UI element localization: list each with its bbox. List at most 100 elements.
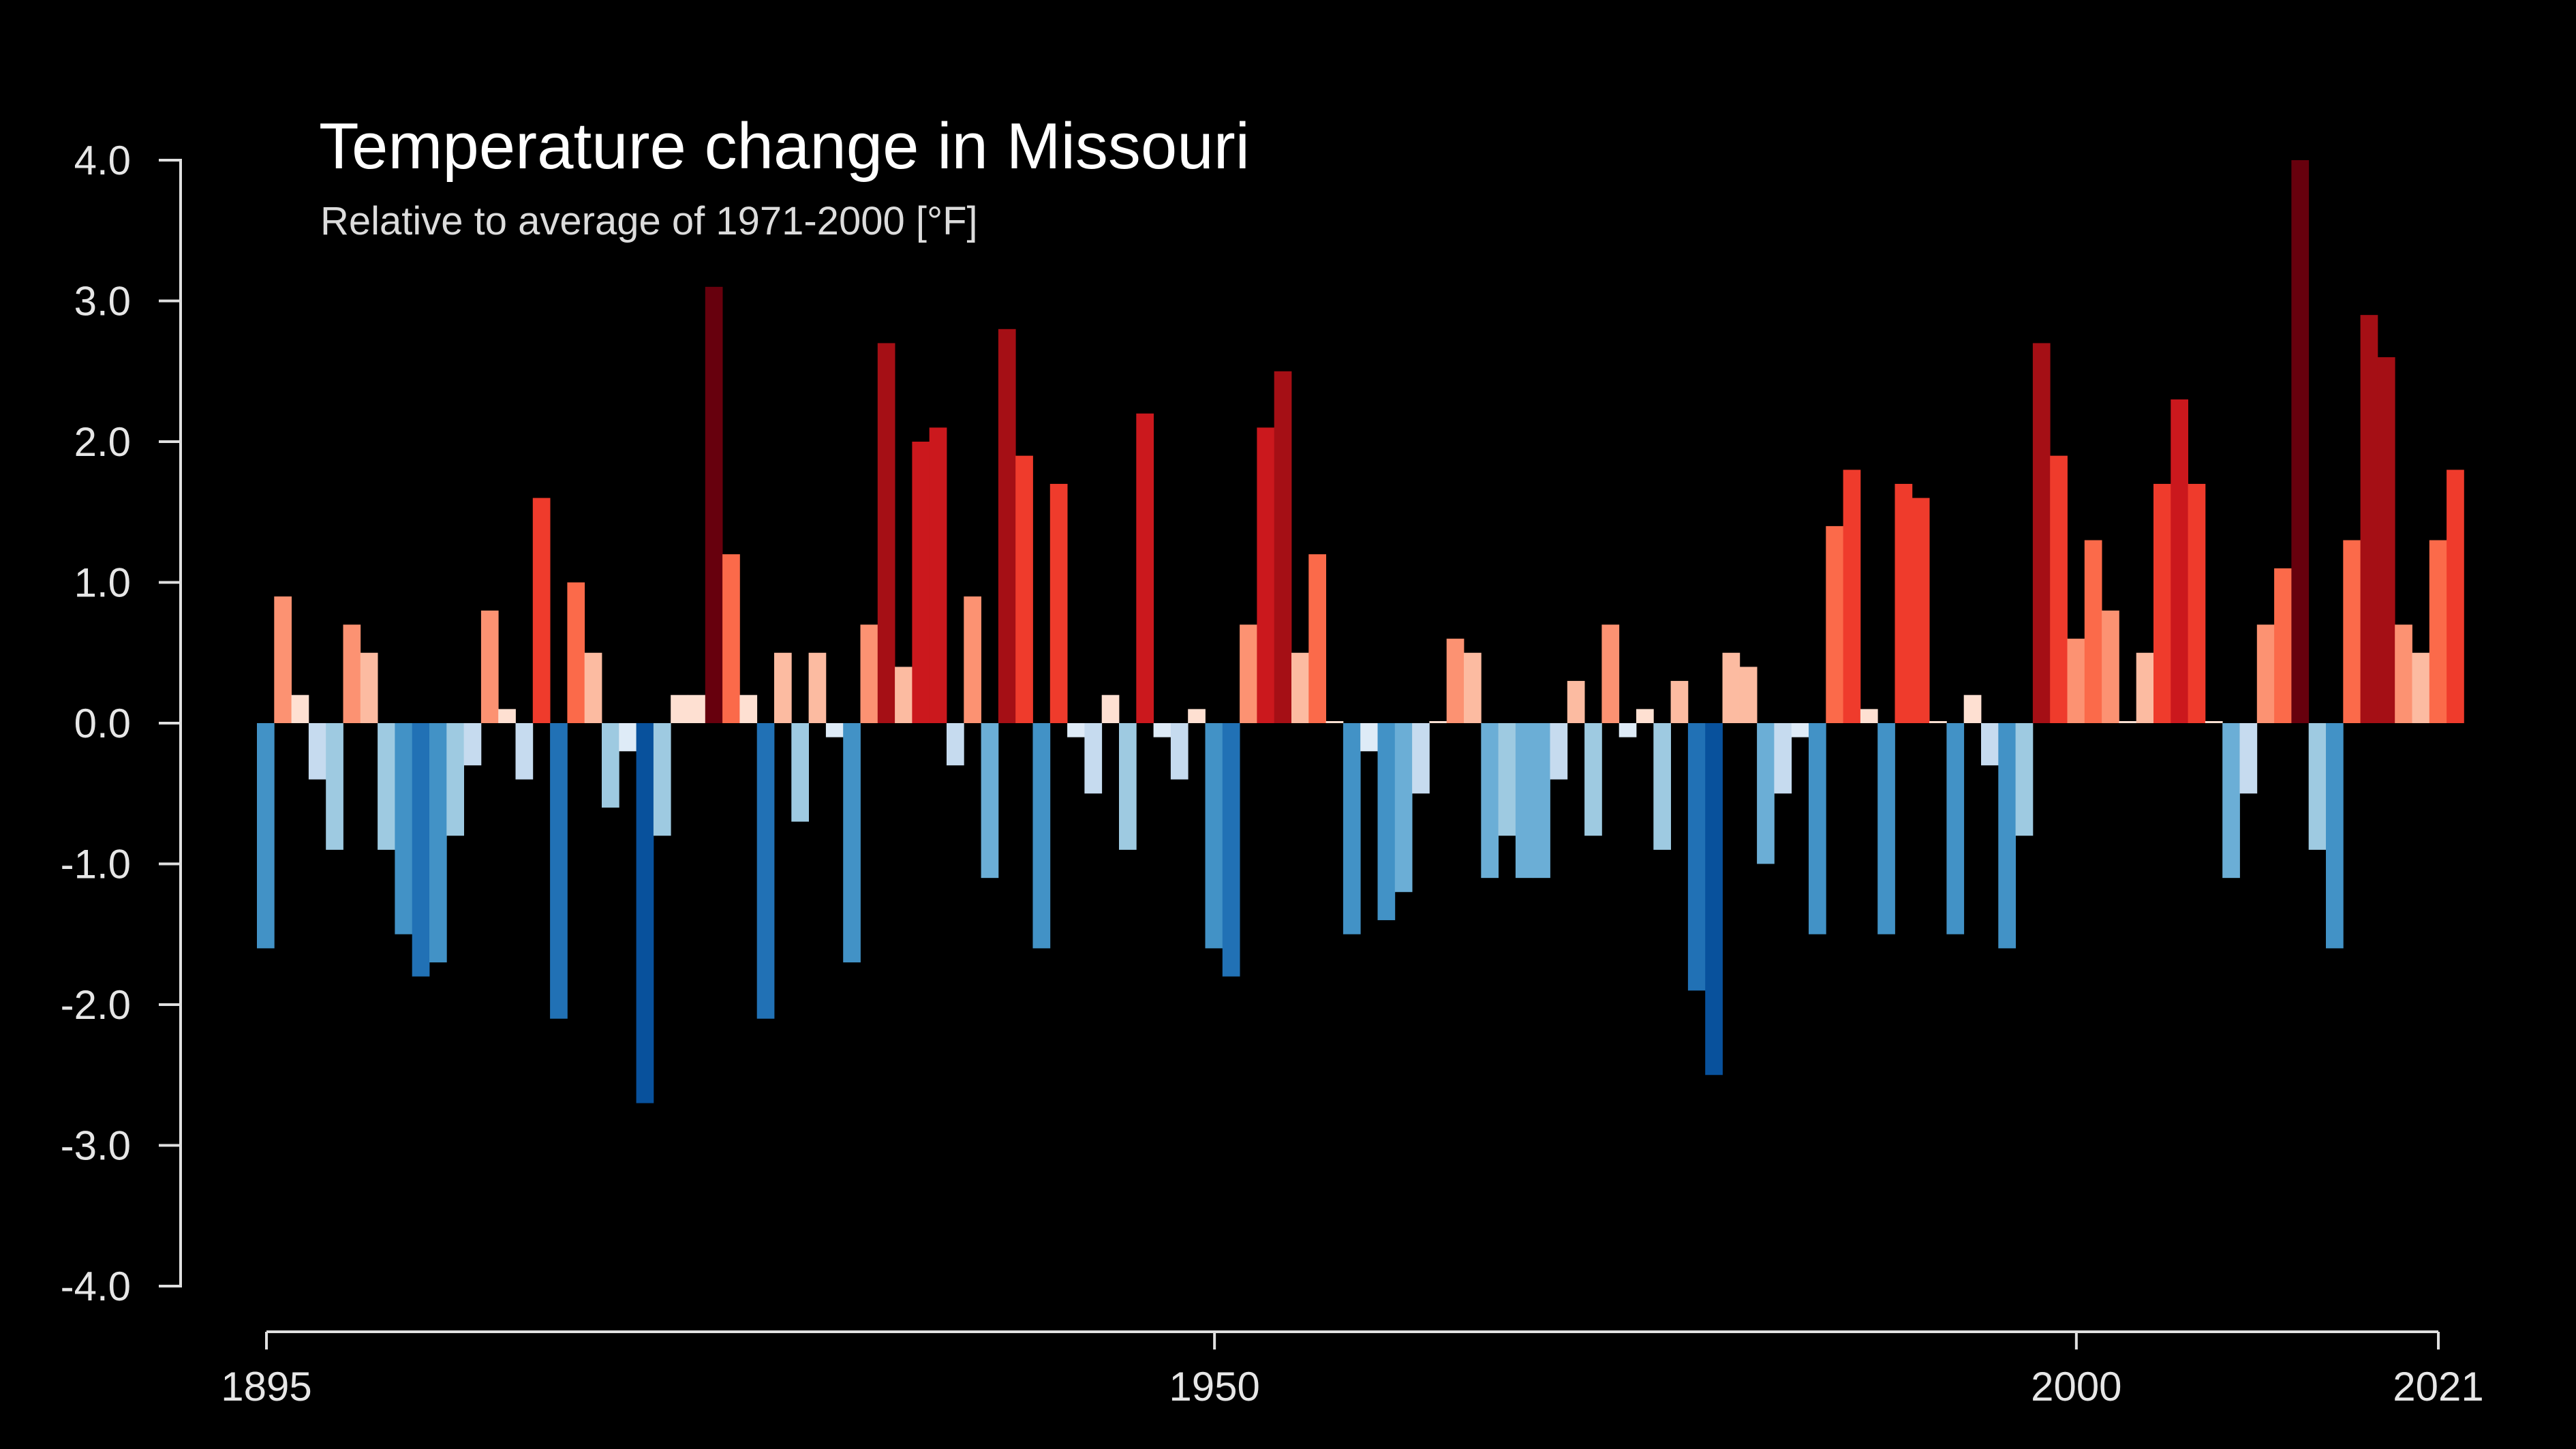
- x-tick-label: 2021: [2393, 1364, 2483, 1409]
- bars-layer: [257, 160, 2464, 1103]
- bar-1909: [498, 709, 516, 723]
- bar-2011: [2256, 624, 2275, 723]
- bar-1969: [1533, 723, 1550, 879]
- bar-1938: [998, 329, 1016, 723]
- bar-2019: [2395, 624, 2412, 723]
- bar-1944: [1101, 695, 1120, 723]
- bar-1983: [1774, 723, 1792, 794]
- y-tick-label: -2.0: [61, 982, 131, 1028]
- bar-1902: [378, 723, 395, 850]
- bar-2001: [2084, 540, 2102, 723]
- bar-1998: [2032, 343, 2051, 723]
- bar-1936: [964, 596, 981, 723]
- bar-1990: [1895, 483, 1913, 723]
- bar-1941: [1049, 483, 1068, 723]
- bar-1997: [2015, 723, 2034, 836]
- bar-1912: [550, 723, 568, 1019]
- bar-2021: [2429, 540, 2447, 723]
- bar-1960: [1377, 723, 1396, 921]
- bar-1964: [1446, 639, 1465, 723]
- bar-1968: [1515, 723, 1533, 879]
- bar-1965: [1464, 652, 1482, 723]
- bar-1957: [1325, 721, 1344, 723]
- y-tick-label: 1.0: [74, 560, 131, 606]
- bar-1928: [825, 723, 844, 737]
- bar-1901: [360, 652, 378, 723]
- bar-1974: [1619, 723, 1637, 737]
- bar-2008: [2205, 721, 2223, 723]
- bar-1921: [705, 286, 723, 724]
- x-tick-label: 1950: [1169, 1364, 1259, 1409]
- bar-1946: [1136, 413, 1154, 723]
- bar-1923: [739, 695, 758, 723]
- bar-1918: [653, 723, 671, 836]
- bar-1959: [1360, 723, 1378, 752]
- bar-1950: [1205, 723, 1223, 949]
- bar-2014: [2308, 723, 2327, 850]
- bar-1931: [877, 343, 895, 723]
- bar-2012: [2274, 568, 2292, 723]
- chart-subtitle: Relative to average of 1971-2000 [°F]: [320, 199, 978, 243]
- bar-1930: [860, 624, 878, 723]
- bar-2000: [2067, 639, 2085, 723]
- bar-1929: [843, 723, 861, 963]
- bar-1911: [532, 498, 551, 723]
- bar-1926: [791, 723, 809, 822]
- bar-1895: [257, 723, 275, 949]
- bar-1924: [756, 723, 775, 1019]
- bar-1958: [1343, 723, 1361, 934]
- bar-1907: [463, 723, 482, 765]
- bar-1953: [1257, 427, 1275, 723]
- bar-1951: [1222, 723, 1240, 977]
- bar-1948: [1170, 723, 1189, 780]
- bar-1939: [1015, 455, 1033, 723]
- bar-2003: [2119, 721, 2137, 723]
- y-tick-label: -1.0: [61, 842, 131, 887]
- bar-2015: [2326, 723, 2344, 949]
- bar-1978: [1687, 723, 1706, 991]
- bar-1903: [395, 723, 413, 934]
- x-tick-label: 1895: [221, 1364, 311, 1409]
- bar-1955: [1291, 652, 1309, 723]
- bar-1973: [1601, 624, 1620, 723]
- bar-1994: [1963, 695, 1982, 723]
- x-tick-label: 2000: [2031, 1364, 2121, 1409]
- bar-1922: [722, 554, 740, 723]
- y-tick-label: 4.0: [74, 138, 131, 183]
- bar-1945: [1119, 723, 1137, 850]
- bar-1927: [808, 652, 827, 723]
- bar-1940: [1032, 723, 1051, 949]
- bar-1962: [1412, 723, 1430, 794]
- bar-1988: [1860, 709, 1878, 723]
- bar-1975: [1636, 709, 1654, 723]
- bar-1970: [1550, 723, 1568, 780]
- y-tick-label: -3.0: [61, 1123, 131, 1169]
- bar-1932: [895, 667, 913, 723]
- bar-1993: [1946, 723, 1965, 934]
- y-axis-ticks: 4.0 3.0 2.0 1.0 0.0 -1.0 -2.0 -3.0 -4.0: [61, 138, 181, 1309]
- bar-2002: [2102, 610, 2119, 723]
- bar-2022: [2447, 470, 2464, 723]
- bar-1900: [343, 624, 361, 723]
- chart-title: Temperature change in Missouri: [319, 110, 1250, 183]
- bar-1942: [1067, 723, 1085, 737]
- bar-1943: [1084, 723, 1103, 794]
- y-tick-label: 0.0: [74, 701, 131, 746]
- bar-2010: [2239, 723, 2258, 794]
- bar-1979: [1705, 723, 1723, 1076]
- bar-1910: [515, 723, 534, 780]
- bar-1898: [308, 723, 326, 780]
- y-tick-label: 2.0: [74, 419, 131, 465]
- bar-1991: [1912, 498, 1930, 723]
- bar-1897: [291, 695, 309, 723]
- bar-1967: [1498, 723, 1516, 836]
- bar-2004: [2136, 652, 2154, 723]
- bar-2013: [2291, 160, 2310, 723]
- x-axis-ticks: 1895 1950 2000 2021: [221, 1332, 2484, 1409]
- bar-1914: [584, 652, 602, 723]
- bar-1947: [1153, 723, 1171, 737]
- bar-1935: [947, 723, 964, 765]
- bar-2005: [2153, 483, 2171, 723]
- bar-1976: [1653, 723, 1671, 850]
